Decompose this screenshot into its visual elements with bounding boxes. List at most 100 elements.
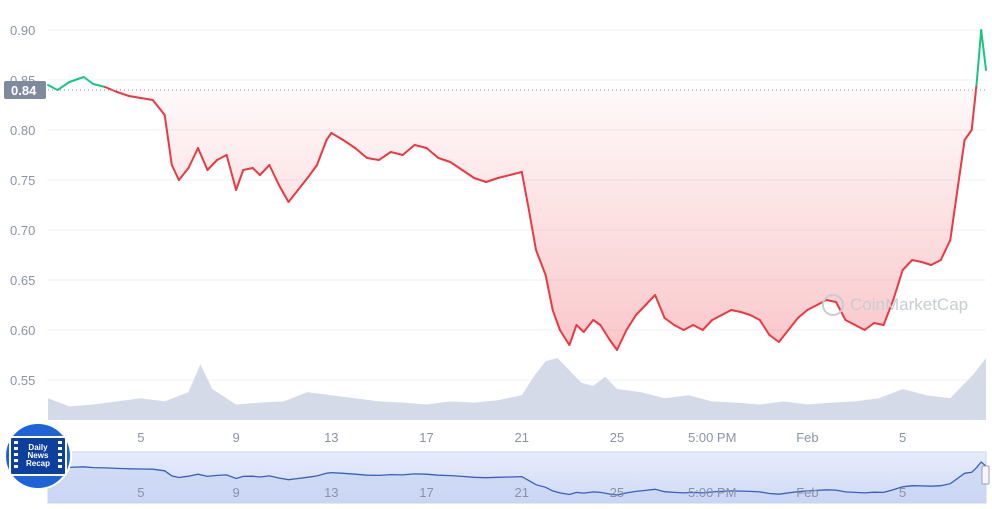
- coinmarketcap-logo-icon: [822, 294, 844, 316]
- navigator-tick-label: 25: [610, 485, 624, 500]
- price-segment: [325, 132, 333, 141]
- price-segment: [68, 76, 85, 83]
- price-segment: [268, 164, 280, 186]
- volume-bars: [48, 358, 986, 420]
- price-segment: [551, 309, 561, 331]
- price-segment: [297, 177, 309, 191]
- navigator[interactable]: 5 9 13 17 21 25 5:00 PM Feb 5: [47, 451, 990, 504]
- price-segment: [287, 189, 299, 203]
- price-segment: [116, 91, 130, 97]
- price-segment: [777, 329, 790, 343]
- price-segment: [461, 169, 476, 179]
- price-segment: [711, 314, 723, 321]
- price-segment: [844, 319, 857, 326]
- price-segment: [949, 189, 959, 241]
- price-segment: [242, 167, 254, 171]
- navigator-tick-label: 9: [232, 485, 239, 500]
- below-baseline-fill: [48, 90, 986, 350]
- price-segment: [682, 324, 695, 331]
- price-segment: [930, 259, 942, 266]
- price-segment: [873, 322, 885, 326]
- price-segment: [787, 317, 799, 331]
- navigator-tick-label: 17: [419, 485, 433, 500]
- price-segment: [616, 329, 628, 351]
- badge-line-2: News: [27, 451, 49, 460]
- price-segment: [366, 157, 380, 161]
- price-segment: [956, 139, 966, 191]
- price-segment: [892, 269, 904, 301]
- price-segment: [330, 132, 345, 141]
- price-segment: [739, 311, 752, 316]
- price-segment: [377, 151, 392, 161]
- y-tick-label: 0.60: [10, 323, 35, 338]
- y-tick-label: 0.70: [10, 223, 35, 238]
- price-segment: [177, 167, 190, 181]
- price-area: [48, 90, 986, 350]
- price-segment: [413, 144, 428, 149]
- badge-line-3: Recap: [25, 459, 50, 468]
- price-segment: [216, 154, 228, 161]
- x-axis: 5 9 13 17 21 25 5:00 PM Feb 5: [137, 430, 906, 445]
- price-segment: [527, 209, 537, 251]
- price-segment: [206, 159, 218, 171]
- navigator-line: [47, 461, 987, 496]
- price-segment: [654, 294, 666, 319]
- y-tick-label: 0.90: [10, 23, 35, 38]
- price-segment: [635, 304, 647, 316]
- price-segment: [575, 324, 585, 333]
- price-segment: [354, 147, 368, 159]
- navigator-tick-label: 21: [515, 485, 529, 500]
- price-segment: [749, 314, 761, 321]
- price-segment: [882, 299, 895, 326]
- price-segment: [104, 86, 118, 93]
- price-segment: [187, 147, 199, 169]
- y-tick-label: 0.75: [10, 173, 35, 188]
- price-segment: [425, 147, 440, 159]
- price-segment: [485, 177, 499, 183]
- x-tick-label: 9: [232, 430, 239, 445]
- price-segment: [56, 81, 71, 91]
- x-tick-label: 21: [515, 430, 529, 445]
- baseline-badge: [4, 81, 46, 99]
- navigator-tick-label: 5:00 PM: [688, 485, 736, 500]
- price-segment: [854, 324, 866, 331]
- price-segment: [251, 167, 261, 176]
- price-segment: [599, 324, 611, 341]
- price-segment: [644, 294, 657, 306]
- price-segment: [473, 177, 488, 183]
- price-segment: [225, 154, 238, 191]
- badge-line-1: Daily: [28, 443, 48, 452]
- baseline-label: 0.84: [11, 83, 37, 98]
- daily-news-recap-logo: Daily News Recap: [4, 422, 72, 490]
- price-segment: [582, 319, 595, 333]
- navigator-tick-label: 13: [324, 485, 338, 500]
- navigator-tick-label: 5: [899, 485, 906, 500]
- navigator-tick-label: 5: [137, 485, 144, 500]
- x-tick-label: 13: [324, 430, 338, 445]
- price-line: [47, 29, 987, 351]
- navigator-area: [48, 462, 986, 503]
- navigator-tick-label: Feb: [796, 485, 818, 500]
- price-segment: [863, 322, 876, 331]
- price-segment: [197, 147, 209, 171]
- y-axis: 0.900.850.800.750.700.650.600.55: [10, 23, 35, 388]
- price-segment: [535, 249, 547, 276]
- price-segment: [980, 29, 987, 71]
- price-segment: [151, 99, 166, 116]
- price-segment: [768, 334, 780, 343]
- baseline: 0.84: [4, 81, 986, 99]
- price-segment: [663, 317, 676, 326]
- y-tick-label: 0.55: [10, 373, 35, 388]
- price-segment: [963, 129, 973, 141]
- navigator-handle[interactable]: [981, 465, 990, 485]
- price-segment: [508, 171, 523, 176]
- price-segment: [625, 314, 637, 331]
- price-segment: [342, 139, 357, 149]
- price-segment: [901, 259, 914, 271]
- price-segment: [701, 319, 714, 331]
- x-tick-label: 25: [610, 430, 624, 445]
- price-segment: [920, 261, 933, 266]
- price-segment: [127, 95, 142, 99]
- price-segment: [544, 274, 554, 311]
- watermark-text: CoinMarketCap: [850, 295, 969, 314]
